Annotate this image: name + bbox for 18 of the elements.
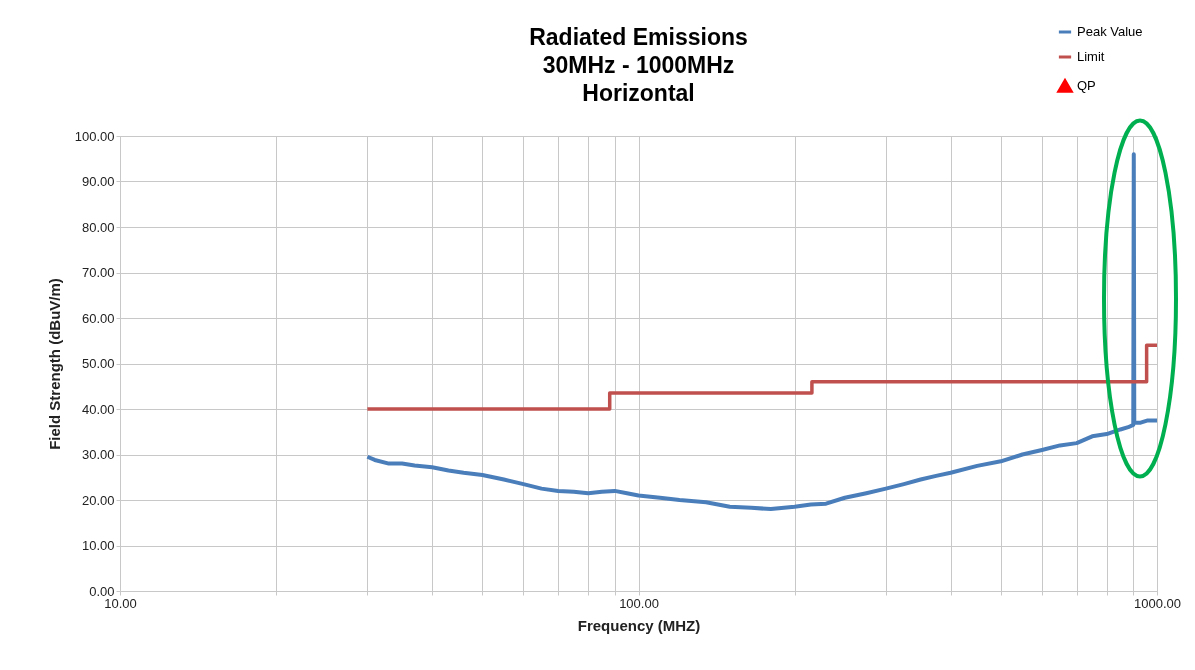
y-tick-label: 10.00 (81, 538, 115, 553)
y-tick-label: 90.00 (81, 174, 115, 189)
y-tick-label: 20.00 (81, 492, 115, 508)
legend-label: Limit (1077, 49, 1105, 64)
y-tick-label: 50.00 (81, 356, 115, 371)
legend-label: Peak Value (1077, 24, 1143, 39)
y-tick-label: 40.00 (81, 401, 115, 417)
x-axis-title: Frequency (MHZ) (577, 616, 701, 634)
y-axis-title: Field Strength (dBuV/m) (45, 278, 63, 450)
y-tick-label: 30.00 (81, 447, 115, 462)
legend-label: QP (1077, 78, 1096, 93)
y-tick-label: 60.00 (81, 310, 115, 326)
y-tick-label: 100.00 (74, 128, 115, 144)
chart-title: Radiated Emissions 30MHz - 1000MHz Horizontal (529, 24, 748, 106)
y-tick-label: 70.00 (81, 265, 115, 280)
y-tick-label: 80.00 (81, 219, 115, 235)
x-tick-label: 1000.00 (1134, 595, 1181, 611)
x-tick-label: 100.00 (619, 595, 659, 611)
